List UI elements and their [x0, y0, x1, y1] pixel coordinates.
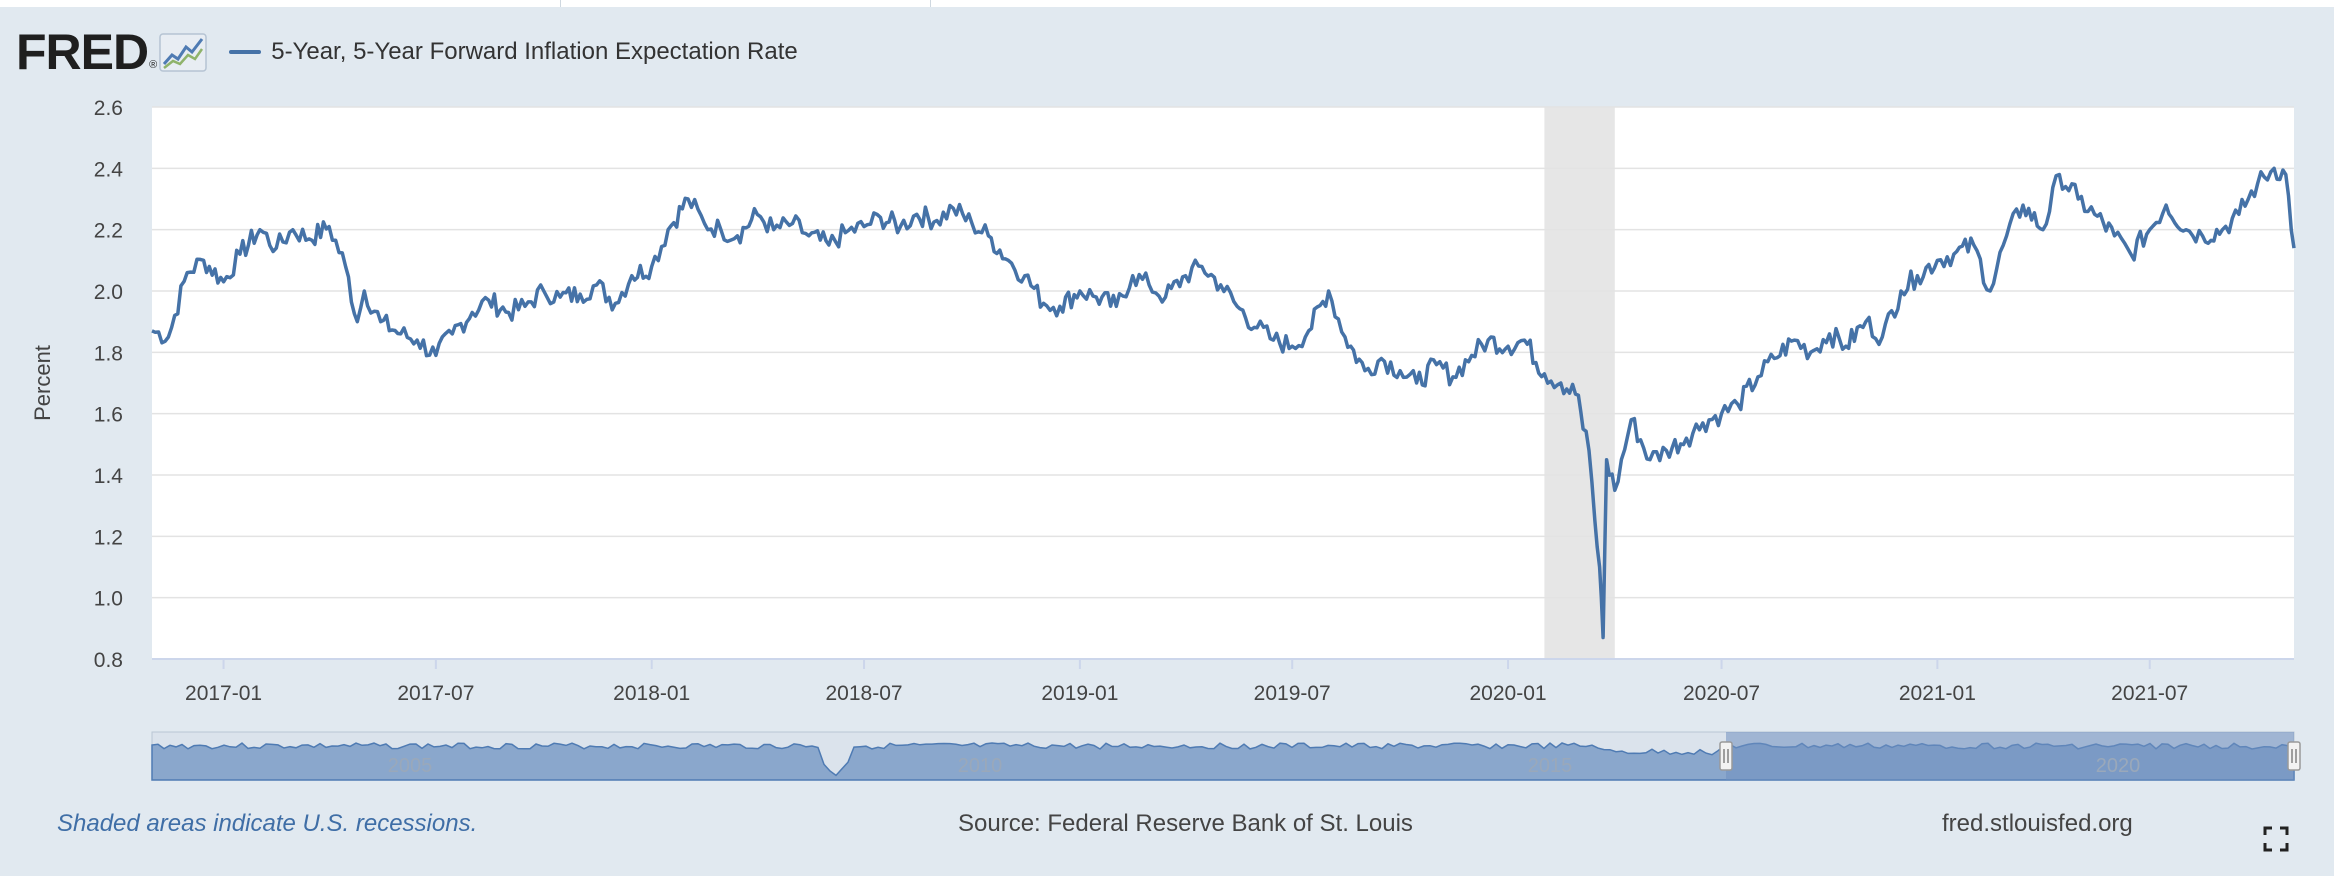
navigator-handle-left[interactable]: [1719, 741, 1733, 771]
fred-logo-text: FRED: [16, 24, 149, 80]
recession-note: Shaded areas indicate U.S. recessions.: [57, 810, 478, 837]
x-tick-label: 2019-07: [1254, 682, 1331, 705]
plot-area: [152, 107, 2294, 659]
site-link[interactable]: fred.stlouisfed.org: [1942, 810, 2133, 837]
y-tick-label: 1.6: [94, 404, 123, 427]
legend-series-label: 5-Year, 5-Year Forward Inflation Expecta…: [271, 38, 798, 65]
y-tick-label: 1.0: [94, 588, 123, 611]
y-tick-label: 2.4: [94, 158, 124, 181]
x-tick-label: 2017-07: [397, 682, 474, 705]
y-tick-label: 2.6: [94, 97, 123, 120]
x-tick-label: 2017-01: [185, 682, 262, 705]
x-tick-label: 2020-01: [1470, 682, 1547, 705]
y-tick-label: 0.8: [94, 649, 123, 672]
y-tick-label: 2.0: [94, 281, 123, 304]
top-strip: [0, 0, 2334, 7]
navigator-year-label: 2015: [1528, 755, 1573, 777]
chart-header: FRED ® 5-Year, 5-Year Forward Inflation …: [16, 22, 798, 82]
x-tick-label: 2019-01: [1041, 682, 1118, 705]
navigator: 2005 2010 2015 2020: [151, 731, 2301, 781]
source-text: Source: Federal Reserve Bank of St. Loui…: [958, 810, 1413, 837]
y-axis-title: Percent: [30, 345, 55, 421]
line-graph-icon: [159, 33, 207, 72]
navigator-year-label: 2005: [388, 755, 433, 777]
fullscreen-icon[interactable]: [2263, 826, 2289, 852]
navigator-year-label: 2020: [2096, 755, 2141, 777]
y-tick-label: 1.2: [94, 526, 123, 549]
navigator-year-label: 2010: [958, 755, 1003, 777]
handle-body: [2287, 741, 2301, 771]
navigator-handle-right[interactable]: [2287, 741, 2301, 771]
y-tick-label: 1.8: [94, 342, 123, 365]
y-tick-label: 2.2: [94, 220, 123, 243]
series-line: [151, 166, 2296, 640]
handle-body: [1719, 741, 1733, 771]
legend-swatch: [229, 50, 262, 54]
top-divider: [930, 0, 931, 7]
fred-logo[interactable]: FRED ®: [16, 27, 207, 77]
x-tick-label: 2018-07: [826, 682, 903, 705]
navigator-selection: [1726, 732, 2294, 780]
legend[interactable]: 5-Year, 5-Year Forward Inflation Expecta…: [229, 38, 798, 66]
x-tick-label: 2021-01: [1899, 682, 1976, 705]
registered-mark: ®: [149, 59, 158, 71]
x-tick-label: 2020-07: [1683, 682, 1760, 705]
y-tick-label: 1.4: [94, 465, 124, 488]
x-tick-label: 2018-01: [613, 682, 690, 705]
x-tick-label: 2021-07: [2111, 682, 2188, 705]
top-divider: [560, 0, 561, 7]
